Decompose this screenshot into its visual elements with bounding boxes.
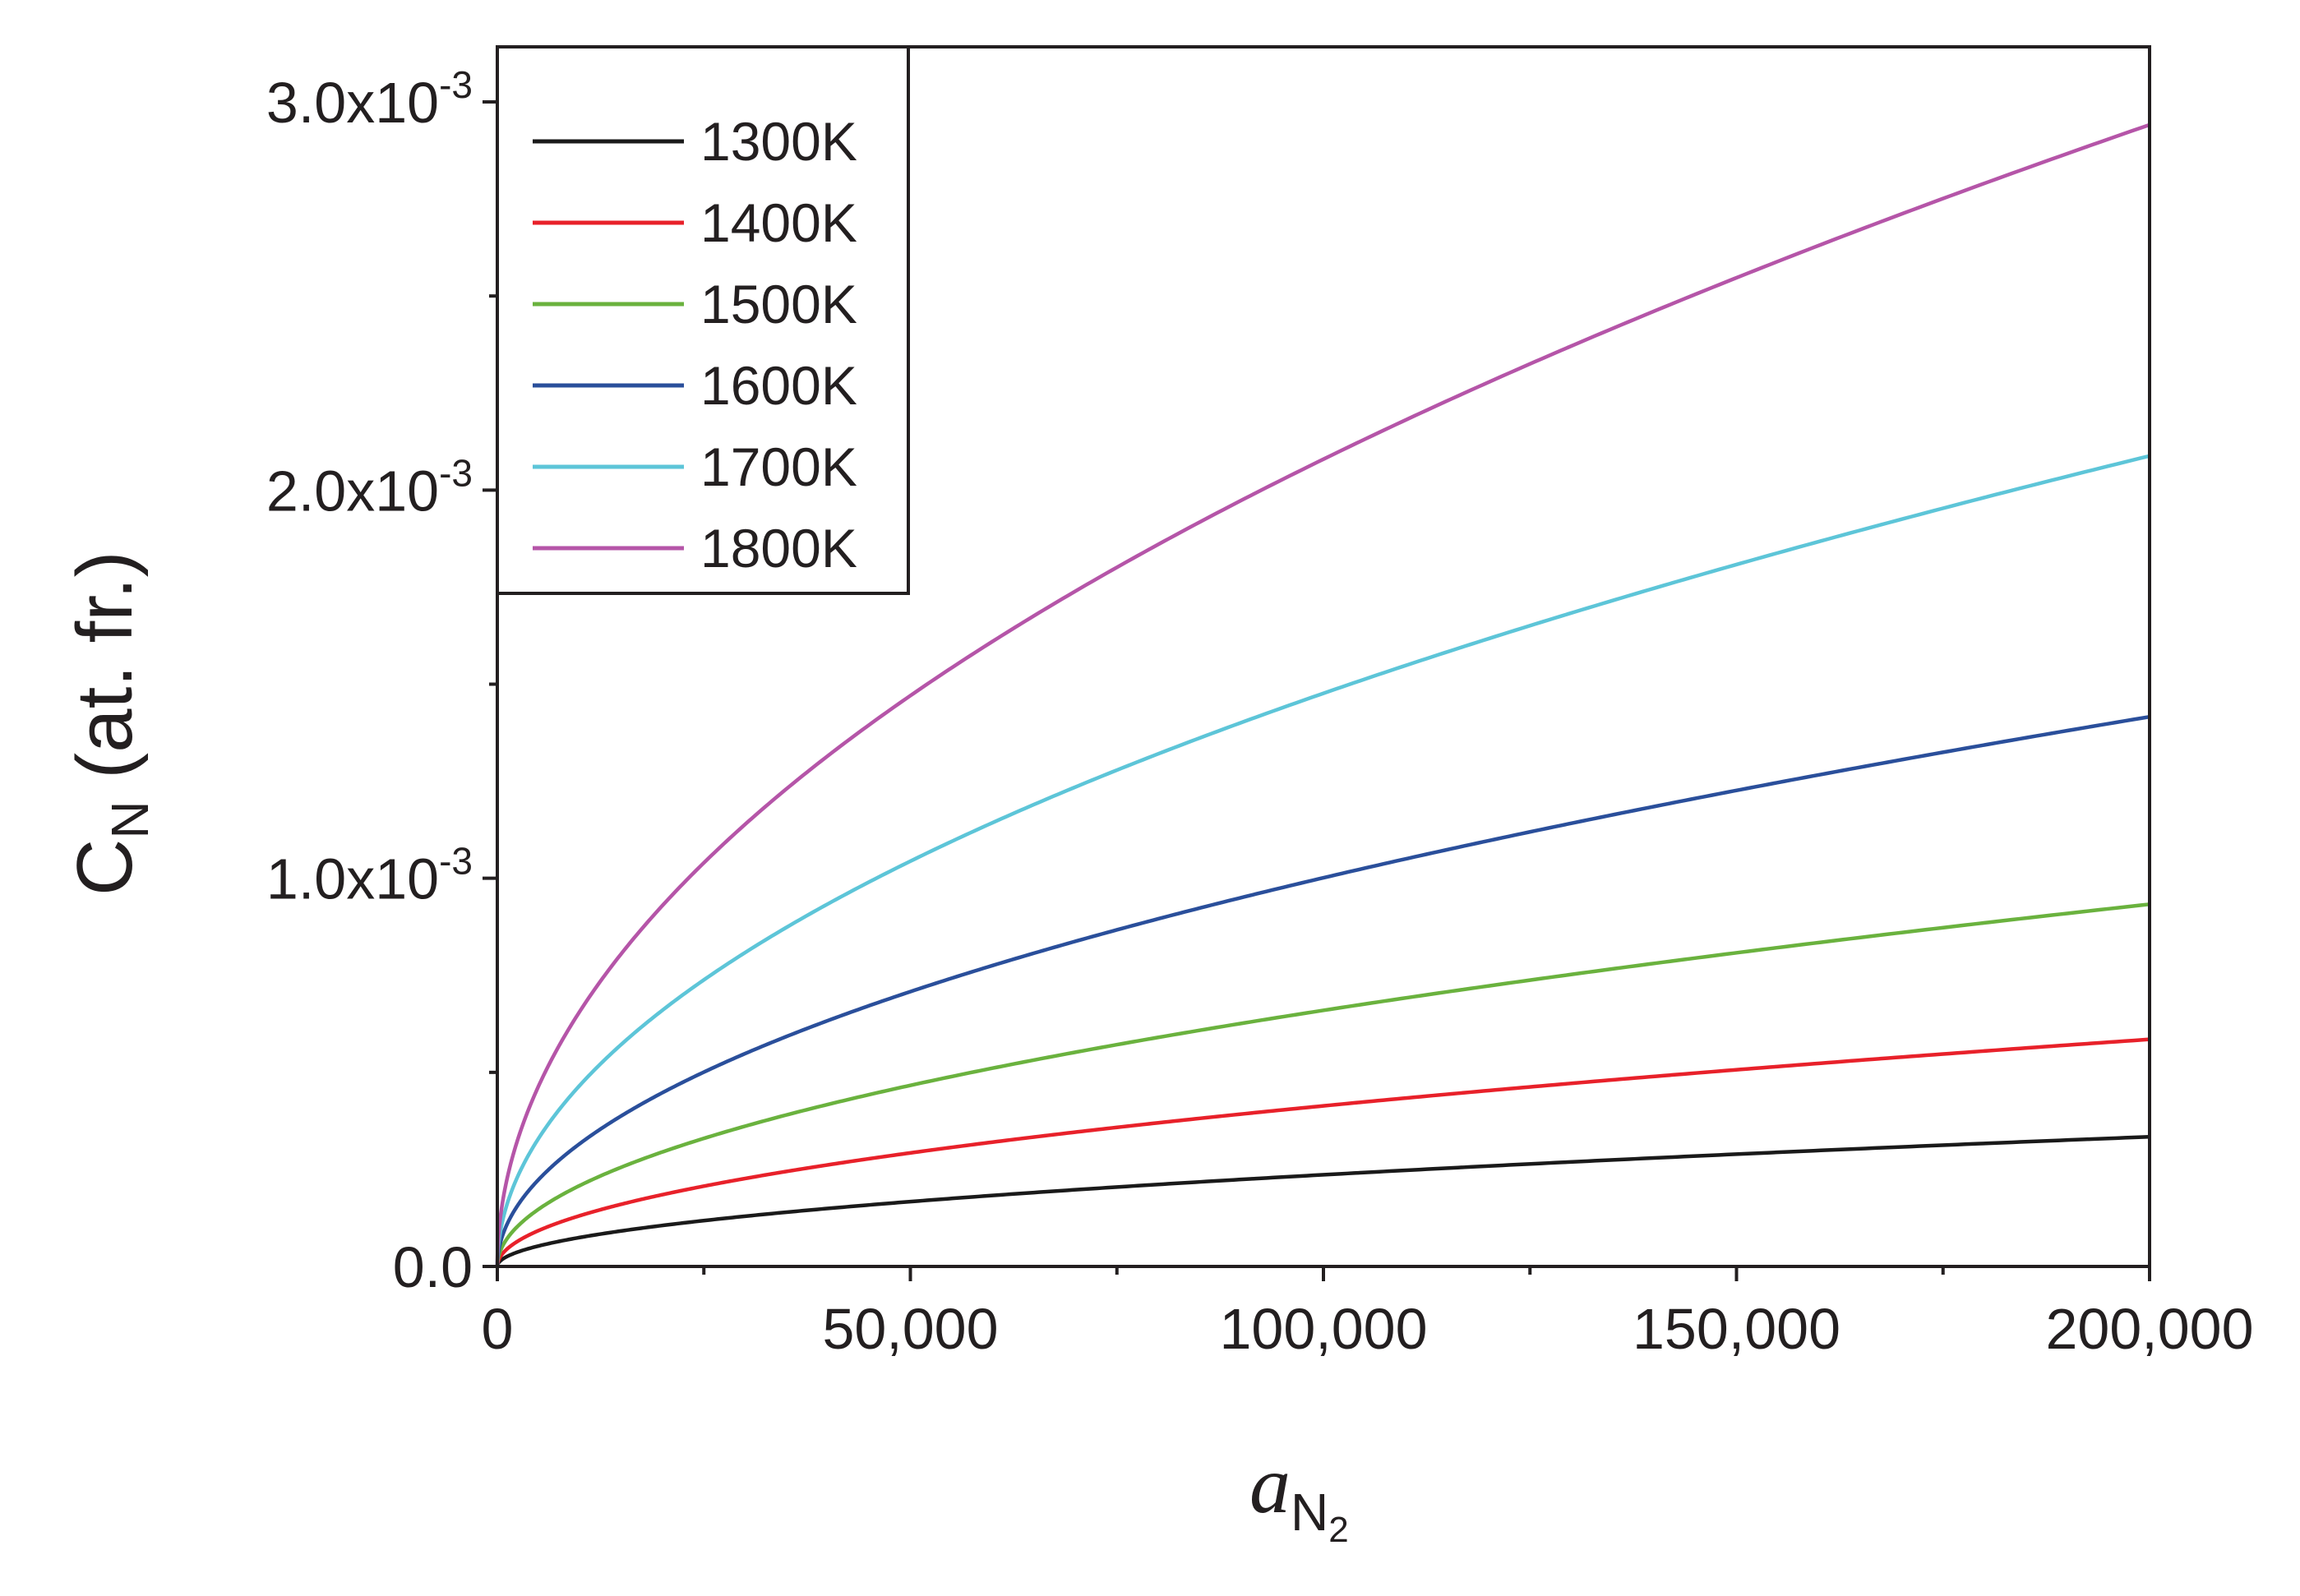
series-line-1700K: [495, 454, 2150, 1267]
x-tick-label: 50,000: [822, 1297, 998, 1361]
series-line-1400K: [495, 1037, 2150, 1267]
x-tick-label: 100,000: [1219, 1297, 1427, 1361]
legend-label-1800K: 1800K: [700, 518, 857, 579]
legend: 1300K 1400K 1500K 1600K 1700K 1800K: [496, 45, 910, 595]
y-axis-label: CN (at. fr.): [61, 551, 159, 896]
series-line-1300K: [495, 1134, 2150, 1267]
ticks-layer: 0 50,000 100,000 150,000 200,000 0.0 1.0x10-3 2…: [266, 63, 2254, 1361]
legend-label-1600K: 1600K: [700, 355, 857, 416]
y-tick-label: 0.0: [393, 1235, 473, 1299]
y-tick-label: 2.0x10-3: [266, 451, 473, 523]
series-layer: [495, 122, 2150, 1267]
y-tick-label: 1.0x10-3: [266, 840, 473, 911]
legend-label-1700K: 1700K: [700, 436, 857, 497]
x-tick-label: 0: [482, 1297, 514, 1361]
series-line-1800K: [495, 122, 2150, 1267]
y-tick-label: 3.0x10-3: [266, 63, 473, 135]
legend-label-1400K: 1400K: [700, 192, 857, 253]
legend-label-1300K: 1300K: [700, 111, 857, 172]
x-tick-label: 200,000: [2045, 1297, 2253, 1361]
series-line-1500K: [495, 902, 2150, 1267]
legend-box: [496, 45, 910, 595]
x-axis-label: aN2: [1249, 1439, 1349, 1550]
x-tick-label: 150,000: [1633, 1297, 1840, 1361]
legend-label-1500K: 1500K: [700, 274, 857, 334]
series-line-1600K: [495, 714, 2150, 1267]
